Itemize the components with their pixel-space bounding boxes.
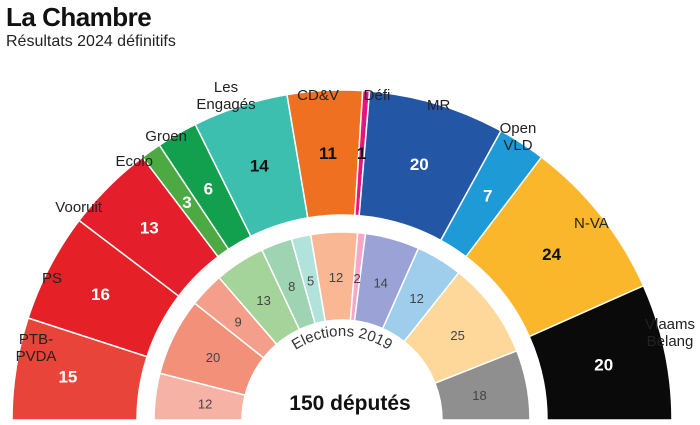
party-label-les-engag-s-line-1: Les	[214, 79, 238, 96]
inner-value-groen: 8	[288, 279, 295, 294]
party-label-open-vld: Open VLD	[500, 120, 537, 154]
party-label-n-va: N-VA	[574, 215, 609, 232]
inner-value-open-vld: 12	[409, 291, 423, 306]
outer-value-groen: 6	[204, 179, 213, 198]
total-seats-label: 150 députés	[289, 392, 411, 415]
party-label-mr: MR	[427, 97, 450, 114]
party-label-d-fi: Défi	[364, 87, 391, 104]
outer-value-open-vld: 7	[483, 187, 492, 206]
party-label-open-vld-line-2: VLD	[503, 137, 532, 154]
chart-subtitle: Résultats 2024 définitifs	[6, 33, 176, 50]
party-labels: PTB-PVDA PS Vooruit Ecolo Groen Les Engagés CD&…	[16, 79, 695, 365]
outer-value-vlaams-belang: 20	[594, 355, 613, 374]
party-label-ps: PS	[42, 270, 62, 287]
party-label-vlaams-belang-line-2: Belang	[647, 333, 694, 350]
inner-ring-2019	[153, 231, 531, 421]
inner-value-n-va: 25	[450, 328, 464, 343]
party-label-les-engag-s-line-2: Engagés	[196, 96, 255, 113]
outer-value-les-engag-s: 14	[250, 157, 269, 176]
inner-value-ptb-pvda: 12	[198, 397, 212, 412]
inner-value-vooruit: 9	[234, 314, 241, 329]
chart-title: La Chambre	[6, 2, 152, 32]
party-label-ecolo: Ecolo	[115, 153, 153, 170]
inner-segment-vlaams-belang	[434, 349, 531, 421]
party-label-ptb-pvda-line-1: PTB-	[19, 331, 53, 348]
party-label-vlaams-belang: Vlaams Belang	[645, 316, 695, 350]
outer-value-vooruit: 13	[140, 218, 159, 237]
inner-value-ps: 20	[206, 350, 220, 365]
party-label-ptb-pvda: PTB-PVDA	[16, 331, 57, 365]
inner-value-les-engag-s: 5	[307, 274, 314, 289]
party-label-cd-v: CD&V	[297, 87, 339, 104]
outer-value-mr: 20	[410, 155, 429, 174]
inner-value-mr: 14	[373, 275, 387, 290]
outer-value-d-fi: 1	[357, 144, 366, 163]
inner-value-vlaams-belang: 18	[472, 388, 486, 403]
outer-segment-vlaams-belang	[528, 284, 673, 421]
outer-value-ps: 16	[91, 285, 110, 304]
inner-ring-values: 12 20 9 13 8 5 12 2 14 12 25 18	[198, 270, 487, 412]
party-label-groen: Groen	[145, 128, 187, 145]
party-label-open-vld-line-1: Open	[500, 120, 537, 137]
outer-value-n-va: 24	[542, 245, 561, 264]
outer-value-ecolo: 3	[182, 193, 191, 212]
party-label-les-engag-s: Les Engagés	[196, 79, 255, 113]
party-label-vooruit: Vooruit	[55, 199, 103, 216]
outer-value-cd-v: 11	[319, 144, 337, 163]
party-label-ptb-pvda-line-2: PVDA	[16, 348, 57, 365]
inner-value-ecolo: 13	[256, 293, 270, 308]
inner-value-d-fi: 2	[353, 271, 360, 286]
party-label-vlaams-belang-line-1: Vlaams	[645, 316, 695, 333]
outer-value-ptb-pvda: 15	[58, 368, 77, 387]
outer-ring-2024	[11, 89, 673, 421]
inner-value-cd-v: 12	[329, 270, 343, 285]
